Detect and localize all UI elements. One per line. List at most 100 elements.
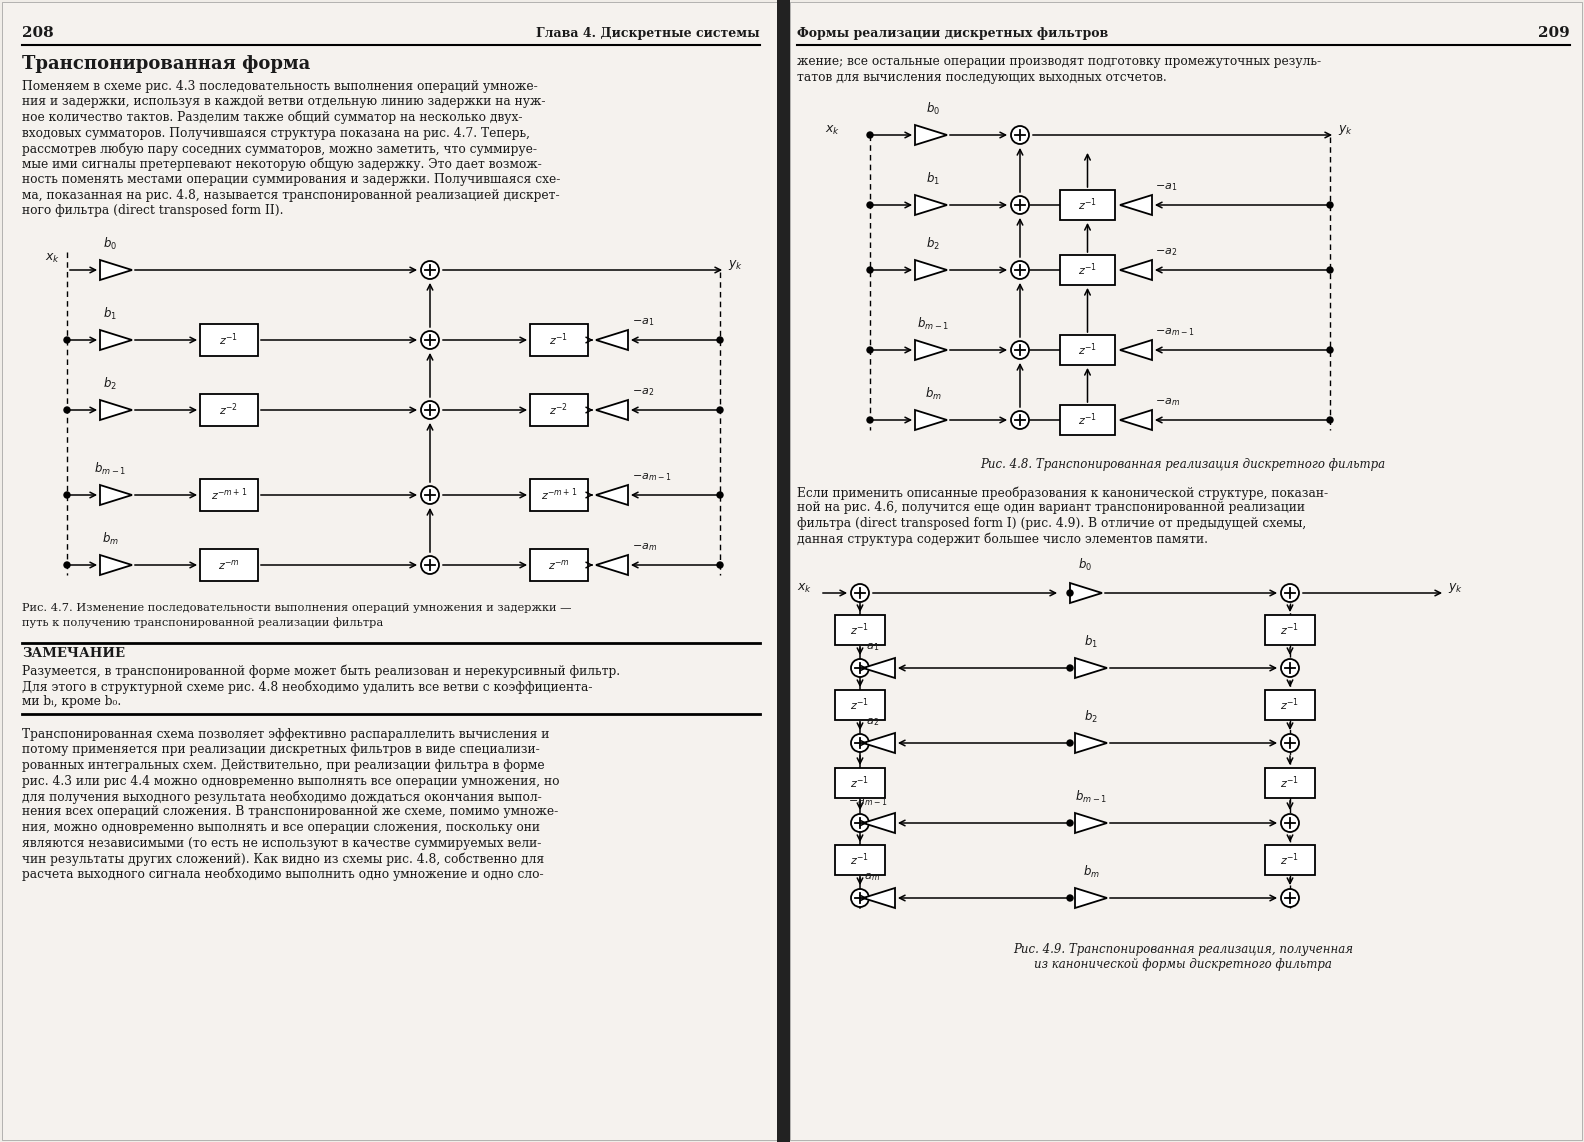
- Polygon shape: [916, 260, 947, 280]
- Circle shape: [1281, 814, 1299, 833]
- Text: расчета выходного сигнала необходимо выполнить одно умножение и одно сло-: расчета выходного сигнала необходимо вып…: [22, 868, 543, 880]
- Text: $-a_2$: $-a_2$: [1155, 247, 1177, 258]
- Text: $z^{-2}$: $z^{-2}$: [220, 402, 239, 418]
- Text: $z^{-1}$: $z^{-1}$: [220, 331, 239, 348]
- Circle shape: [1011, 411, 1030, 429]
- Text: ма, показанная на рис. 4.8, называется транспонированной реализацией дискрет-: ма, показанная на рис. 4.8, называется т…: [22, 188, 559, 201]
- Polygon shape: [1120, 410, 1152, 431]
- Polygon shape: [100, 400, 131, 420]
- Text: Поменяем в схеме рис. 4.3 последовательность выполнения операций умноже-: Поменяем в схеме рис. 4.3 последовательн…: [22, 80, 537, 93]
- Text: Рис. 4.9. Транспонированная реализация, полученная: Рис. 4.9. Транспонированная реализация, …: [1014, 943, 1353, 956]
- Circle shape: [1068, 820, 1072, 826]
- Circle shape: [1068, 590, 1072, 596]
- Circle shape: [851, 659, 870, 677]
- Bar: [835, 690, 885, 719]
- Circle shape: [866, 132, 873, 138]
- Bar: [531, 549, 588, 581]
- Text: $-a_{m-1}$: $-a_{m-1}$: [632, 472, 672, 483]
- Text: $z^{-m}$: $z^{-m}$: [548, 558, 570, 572]
- Circle shape: [421, 486, 439, 504]
- Circle shape: [718, 407, 722, 413]
- Polygon shape: [596, 400, 627, 420]
- Polygon shape: [1120, 340, 1152, 360]
- Circle shape: [63, 492, 70, 498]
- Circle shape: [1327, 267, 1334, 273]
- Text: $z^{-1}$: $z^{-1}$: [851, 697, 870, 714]
- Circle shape: [1068, 740, 1072, 746]
- Polygon shape: [916, 410, 947, 431]
- Circle shape: [851, 734, 870, 751]
- Circle shape: [63, 562, 70, 568]
- Text: $b_{m-1}$: $b_{m-1}$: [1076, 789, 1107, 805]
- Text: ния, можно одновременно выполнять и все операции сложения, поскольку они: ния, можно одновременно выполнять и все …: [22, 821, 540, 834]
- Text: рассмотрев любую пару соседних сумматоров, можно заметить, что суммируе-: рассмотрев любую пару соседних сумматоро…: [22, 142, 537, 155]
- Text: ми bᵢ, кроме b₀.: ми bᵢ, кроме b₀.: [22, 695, 122, 708]
- Text: $z^{-2}$: $z^{-2}$: [550, 402, 569, 418]
- Text: $y_k$: $y_k$: [1448, 581, 1464, 595]
- Circle shape: [718, 492, 722, 498]
- Text: мые ими сигналы претерпевают некоторую общую задержку. Это дает возмож-: мые ими сигналы претерпевают некоторую о…: [22, 158, 542, 171]
- Circle shape: [1011, 196, 1030, 214]
- Bar: [1060, 405, 1115, 435]
- Text: $-a_{m-1}$: $-a_{m-1}$: [1155, 327, 1194, 338]
- Text: $b_1$: $b_1$: [103, 306, 117, 322]
- Text: $b_m$: $b_m$: [925, 386, 941, 402]
- Text: Если применить описанные преобразования к канонической структуре, показан-: Если применить описанные преобразования …: [797, 486, 1327, 499]
- Text: $b_2$: $b_2$: [927, 236, 939, 252]
- Text: $-a_2$: $-a_2$: [632, 386, 654, 399]
- Bar: [778, 0, 790, 1142]
- Circle shape: [866, 417, 873, 423]
- Text: $z^{-m}$: $z^{-m}$: [219, 558, 239, 572]
- Bar: [200, 549, 258, 581]
- Text: нения всех операций сложения. В транспонированной же схеме, помимо умноже-: нения всех операций сложения. В транспон…: [22, 805, 558, 819]
- Polygon shape: [100, 555, 131, 576]
- Circle shape: [866, 347, 873, 353]
- Circle shape: [1327, 202, 1334, 208]
- Text: $z^{-1}$: $z^{-1}$: [1280, 852, 1299, 868]
- Text: $b_m$: $b_m$: [101, 531, 119, 547]
- Text: $b_2$: $b_2$: [103, 376, 117, 392]
- Text: $b_2$: $b_2$: [1083, 709, 1098, 725]
- Text: $z^{-1}$: $z^{-1}$: [851, 774, 870, 791]
- Text: $b_m$: $b_m$: [1082, 863, 1099, 880]
- Text: чин результаты других сложений). Как видно из схемы рис. 4.8, собственно для: чин результаты других сложений). Как вид…: [22, 852, 545, 866]
- Text: ное количество тактов. Разделим также общий сумматор на несколько двух-: ное количество тактов. Разделим также об…: [22, 111, 523, 124]
- Text: $x_k$: $x_k$: [797, 581, 813, 595]
- Circle shape: [851, 584, 870, 602]
- Text: Транспонированная схема позволяет эффективно распараллелить вычисления и: Транспонированная схема позволяет эффект…: [22, 727, 550, 741]
- Polygon shape: [1076, 658, 1107, 678]
- Circle shape: [1011, 126, 1030, 144]
- Bar: [1266, 616, 1315, 645]
- Text: $y_k$: $y_k$: [729, 258, 743, 272]
- Text: для получения выходного результата необходимо дождаться окончания выпол-: для получения выходного результата необх…: [22, 790, 542, 804]
- Bar: [200, 324, 258, 356]
- Bar: [2, 2, 778, 1140]
- Bar: [835, 616, 885, 645]
- Bar: [1060, 255, 1115, 286]
- Text: $z^{-1}$: $z^{-1}$: [1079, 262, 1098, 279]
- Text: $-a_m$: $-a_m$: [855, 871, 881, 883]
- Text: $z^{-1}$: $z^{-1}$: [1079, 196, 1098, 214]
- Circle shape: [718, 337, 722, 343]
- Polygon shape: [1076, 813, 1107, 833]
- Text: $y_k$: $y_k$: [1338, 123, 1353, 137]
- Text: $x_k$: $x_k$: [44, 252, 60, 265]
- Bar: [531, 478, 588, 510]
- Text: жение; все остальные операции производят подготовку промежуточных резуль-: жение; все остальные операции производят…: [797, 55, 1321, 69]
- Text: фильтра (direct transposed form I) (рис. 4.9). В отличие от предыдущей схемы,: фильтра (direct transposed form I) (рис.…: [797, 517, 1307, 530]
- Polygon shape: [1120, 260, 1152, 280]
- Text: $z^{-m+1}$: $z^{-m+1}$: [211, 486, 247, 504]
- Text: $-a_{m-1}$: $-a_{m-1}$: [849, 796, 887, 809]
- Text: Рис. 4.8. Транспонированная реализация дискретного фильтра: Рис. 4.8. Транспонированная реализация д…: [980, 458, 1386, 471]
- Circle shape: [1281, 584, 1299, 602]
- Text: $b_{m-1}$: $b_{m-1}$: [917, 316, 949, 332]
- Text: Транспонированная форма: Транспонированная форма: [22, 55, 310, 73]
- Polygon shape: [1071, 584, 1102, 603]
- Polygon shape: [596, 555, 627, 576]
- Bar: [1266, 845, 1315, 875]
- Text: $b_{m-1}$: $b_{m-1}$: [93, 461, 127, 477]
- Text: из канонической формы дискретного фильтра: из канонической формы дискретного фильтр…: [1034, 958, 1332, 971]
- Polygon shape: [863, 888, 895, 908]
- Text: ность поменять местами операции суммирования и задержки. Получившаяся схе-: ность поменять местами операции суммиров…: [22, 172, 561, 186]
- Circle shape: [1327, 347, 1334, 353]
